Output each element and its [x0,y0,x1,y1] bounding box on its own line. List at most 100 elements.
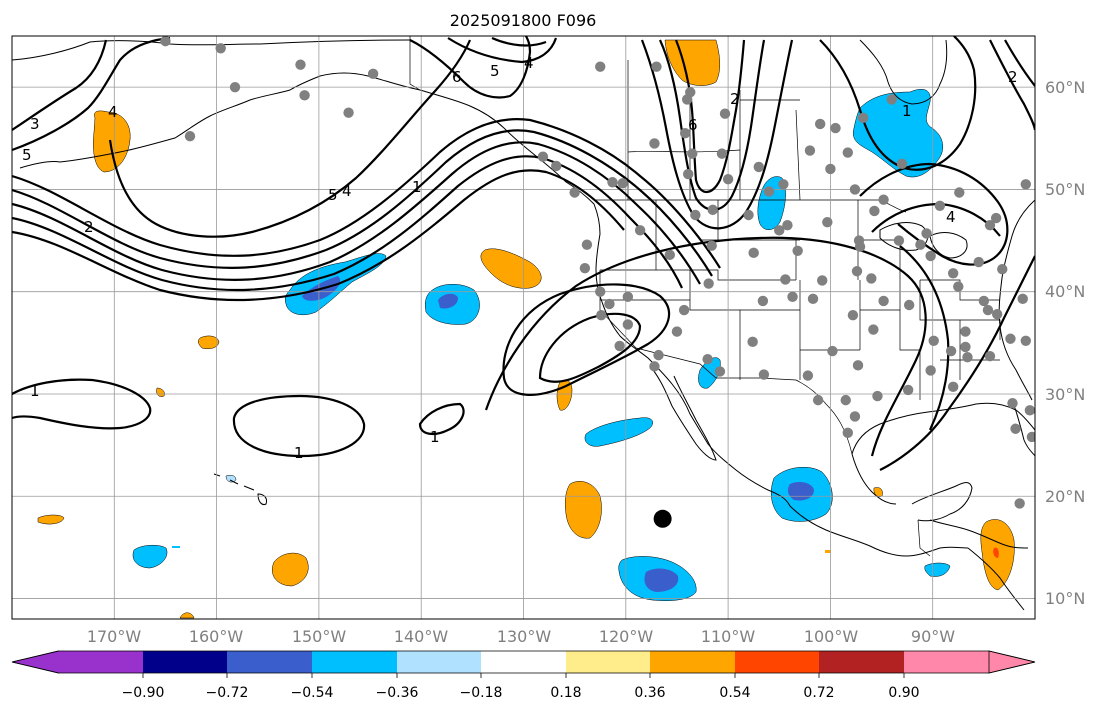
contour-label: 4 [108,103,118,121]
station-point [825,163,836,175]
station-point [1055,256,1065,266]
coastline [911,482,973,522]
colorbar-segment [650,651,735,673]
positive-anomaly [179,612,195,619]
contour-line [447,37,558,64]
station-point [973,256,984,268]
country-border [917,519,931,557]
positive-anomaly [37,514,65,525]
lon-label: 150°W [292,627,347,646]
positive-anomaly [93,110,131,173]
station-point [1020,179,1031,190]
map-frame [11,35,1036,620]
station-point [1026,431,1035,443]
contour-line [989,39,1035,131]
country-border [409,36,421,91]
colorbar-segment [481,651,566,673]
colorbar-tick-labels: −0.90 −0.72 −0.54 −0.36 −0.18 0.18 0.36 … [122,685,920,701]
coastline [929,519,1029,549]
station-point [299,90,310,101]
coastline [879,222,929,251]
contour-line [108,39,472,238]
station-point [866,273,877,284]
station-point [915,239,926,250]
colorbar-tick-label: 0.72 [803,685,834,701]
station-point [681,94,693,105]
colorbar-extend-max [988,650,1036,674]
lat-label: 20°N [1045,487,1085,506]
station-point [706,240,717,251]
state-border [600,269,796,281]
station-point [537,151,549,162]
station-point [671,326,683,337]
station-point [679,127,691,139]
station-point [852,360,864,371]
positive-anomaly [825,550,831,553]
contour-line [12,39,108,131]
contour-line [1004,39,1035,87]
station-point [807,293,819,305]
station-point [886,94,897,105]
contour-line [859,162,1009,266]
station-point [945,345,957,357]
coastline [1011,399,1035,457]
station-point [1066,44,1076,54]
contour-label: 5 [490,62,500,80]
coastline [851,402,1035,455]
map-content: 3 5 2 4 5 4 1 6 5 4 6 2 1 4 2 1 1 1 [12,36,1076,619]
station-point [928,335,939,346]
station-point [947,268,959,279]
coastline [859,39,948,105]
colorbar-tick-label: −0.54 [291,685,334,701]
contour-label: 2 [1008,68,1018,86]
lon-label: 130°W [497,627,552,646]
station-point [893,235,905,246]
station-point [840,394,851,406]
station-point [921,228,932,239]
coastlines [12,39,1035,611]
colorbar-segment [143,651,227,673]
station-point [614,340,625,352]
contour-label: 2 [84,218,94,236]
colorbar-segment [227,651,312,673]
station-point [778,179,789,190]
negative-anomaly-strong [644,568,679,592]
station-point [953,281,964,292]
coastline [998,199,1035,401]
station-point [687,148,698,159]
contour-label: 6 [688,116,698,134]
contour-label: 1 [30,382,40,400]
station-point [804,145,816,156]
station-point [787,291,798,303]
station-point [748,247,759,259]
contour-label: 1 [294,444,304,462]
contour-line [879,255,1035,471]
station-point [579,262,591,274]
contour-line [12,155,683,292]
station-point [934,200,946,211]
station-point [1046,159,1056,169]
colorbar-tick-label: 0.18 [550,685,581,701]
station-point [617,178,628,189]
station-point [1014,498,1025,509]
station-point [551,160,562,172]
contour-label: 4 [342,182,352,200]
station-point [774,225,785,236]
station-point [649,138,660,149]
colorbar-segment [566,651,650,673]
colorbar-extend-min [11,650,60,674]
lon-label: 90°W [911,627,955,646]
station-point [868,324,879,335]
station-point [653,349,664,361]
lat-label: 60°N [1045,78,1085,97]
station-point [596,310,607,321]
lon-label: 160°W [189,627,244,646]
contour-label: 4 [946,208,956,226]
station-point [827,345,838,357]
station-point [792,245,803,256]
contour-label: 4 [524,54,534,72]
station-point [714,366,726,377]
station-point [757,295,769,307]
contour-line [12,378,152,430]
colorbar-segment [904,651,989,673]
